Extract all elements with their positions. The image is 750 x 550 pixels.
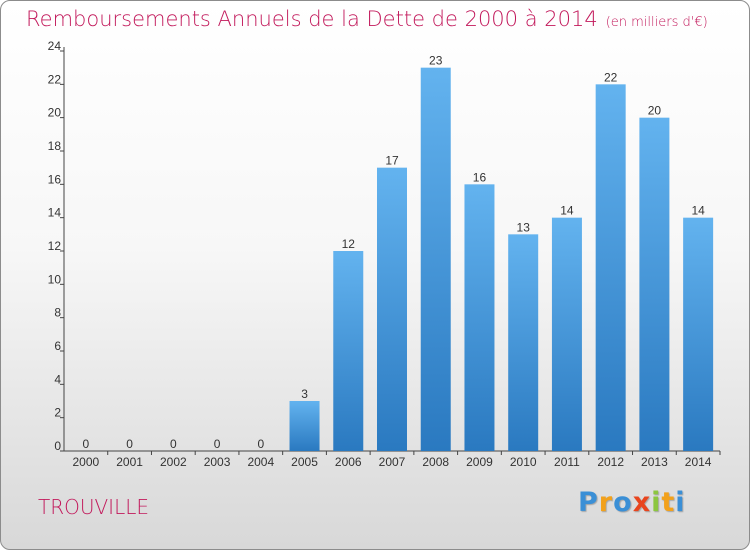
logo-letter: i [675,487,686,518]
title-text: Remboursements Annuels de la Dette de 20… [26,7,598,31]
y-tick-label: 12 [48,239,62,253]
x-tick-label: 2006 [335,455,362,469]
logo-letter: t [661,487,676,518]
y-tick-label: 22 [48,72,62,86]
y-tick-label: 2 [54,406,61,420]
x-tick-label: 2002 [160,455,187,469]
bar [464,184,495,452]
data-label: 0 [126,437,133,451]
x-tick-label: 2004 [247,455,274,469]
x-tick-label: 2010 [510,455,537,469]
bar [508,234,539,451]
x-tick-label: 2007 [379,455,406,469]
x-tick-label: 2014 [685,455,712,469]
x-tick-label: 2012 [597,455,624,469]
data-label: 23 [429,54,443,68]
bar [420,67,451,452]
x-tick-label: 2008 [422,455,449,469]
logo-letter: r [598,487,614,518]
data-label: 0 [170,437,177,451]
y-tick-label: 0 [54,439,61,453]
units-label: (en milliers d'€) [605,15,708,30]
x-tick-label: 2001 [116,455,143,469]
data-label: 16 [473,170,487,184]
logo-letter: P [578,487,599,518]
x-tick-label: 2011 [554,455,580,469]
bar [333,251,364,451]
data-label: 22 [604,70,618,84]
data-label: 20 [648,104,662,118]
x-tick-label: 2013 [641,455,668,469]
bar [551,217,582,451]
logo-letter: i [651,487,662,518]
data-label: 14 [691,204,705,218]
proxiti-logo: Proxiti [578,487,686,518]
bar [377,167,407,451]
data-label: 0 [214,437,221,451]
data-label: 14 [560,204,574,218]
bar [639,117,670,452]
y-tick-label: 8 [54,306,61,320]
y-tick-label: 20 [48,106,62,120]
bar [289,401,320,451]
y-tick-label: 10 [48,272,62,286]
y-tick-label: 24 [48,39,62,53]
bar [683,217,714,451]
data-label: 12 [342,237,356,251]
bar [595,84,626,451]
logo-letter: x [632,487,652,518]
data-label: 0 [257,437,264,451]
x-tick-label: 2009 [466,455,493,469]
city-label: TROUVILLE [38,495,149,519]
data-label: 17 [385,154,399,168]
y-tick-label: 14 [48,206,62,220]
x-tick-label: 2000 [73,455,100,469]
logo-letter: o [613,487,633,518]
x-tick-label: 2003 [204,455,231,469]
data-label: 13 [517,220,531,234]
x-tick-label: 2005 [291,455,318,469]
y-tick-label: 18 [48,139,62,153]
data-label: 3 [301,387,308,401]
y-tick-label: 16 [48,172,62,186]
data-label: 0 [83,437,90,451]
y-tick-label: 6 [54,339,61,353]
chart-title: Remboursements Annuels de la Dette de 20… [26,7,708,31]
y-tick-label: 4 [54,372,61,386]
